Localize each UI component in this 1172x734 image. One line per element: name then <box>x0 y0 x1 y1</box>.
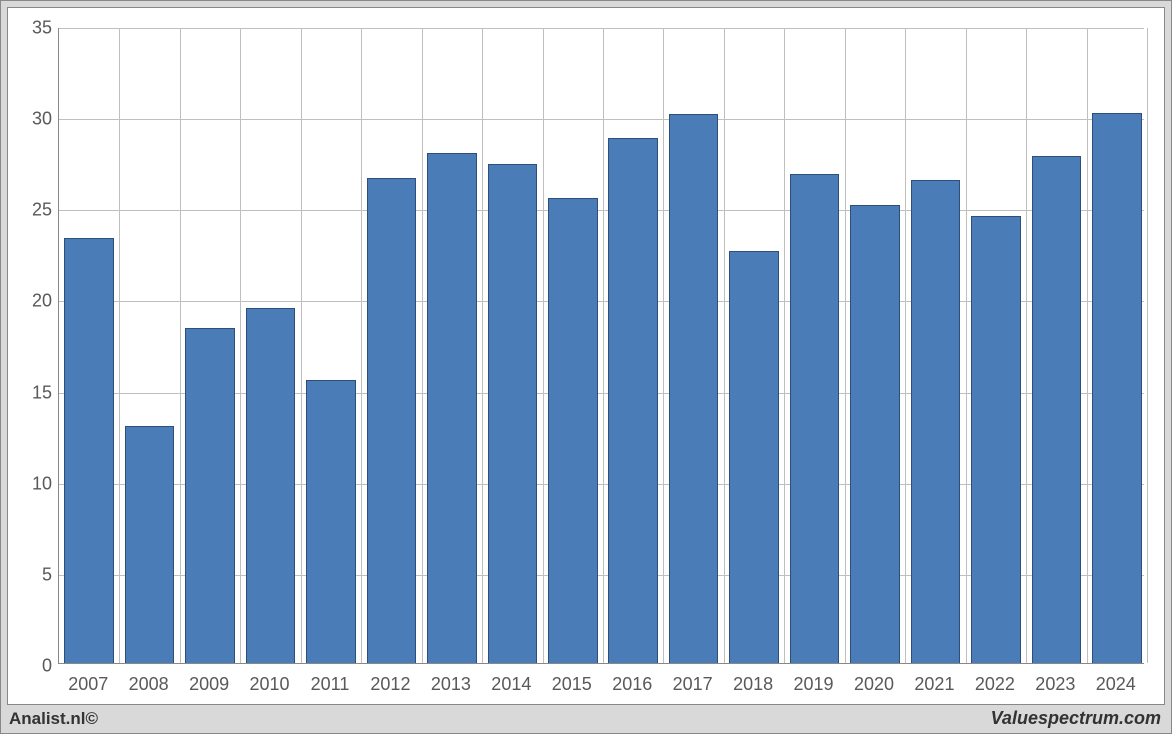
y-tick-label: 15 <box>12 382 52 403</box>
bar <box>608 138 658 663</box>
bar <box>427 153 477 663</box>
gridline-v <box>1147 28 1148 663</box>
bar <box>185 328 235 663</box>
x-tick-label: 2018 <box>733 674 773 695</box>
bar <box>850 205 900 663</box>
gridline-v <box>180 28 181 663</box>
y-tick-label: 5 <box>12 564 52 585</box>
x-tick-label: 2020 <box>854 674 894 695</box>
bar <box>367 178 417 663</box>
gridline-v <box>361 28 362 663</box>
bar <box>971 216 1021 663</box>
bar <box>306 380 356 663</box>
y-tick-label: 30 <box>12 109 52 130</box>
chart-frame: 0 5 10 15 20 25 30 35 2007 2008 2009 2010 2011 2012 2… <box>0 0 1172 734</box>
x-tick-label: 2012 <box>370 674 410 695</box>
gridline-v <box>724 28 725 663</box>
x-tick-label: 2014 <box>491 674 531 695</box>
gridline-h <box>59 28 1144 29</box>
y-tick-label: 20 <box>12 291 52 312</box>
bar <box>911 180 961 663</box>
x-tick-label: 2022 <box>975 674 1015 695</box>
x-tick-label: 2023 <box>1035 674 1075 695</box>
y-tick-label: 10 <box>12 473 52 494</box>
x-tick-label: 2019 <box>794 674 834 695</box>
y-tick-label: 0 <box>12 656 52 677</box>
footer-right-credit: Valuespectrum.com <box>991 708 1161 729</box>
footer-left-credit: Analist.nl© <box>9 709 98 729</box>
x-tick-label: 2009 <box>189 674 229 695</box>
x-tick-label: 2016 <box>612 674 652 695</box>
gridline-v <box>240 28 241 663</box>
x-tick-label: 2010 <box>250 674 290 695</box>
bar <box>548 198 598 663</box>
bar <box>64 238 114 663</box>
plot-area <box>58 28 1144 664</box>
x-tick-label: 2015 <box>552 674 592 695</box>
gridline-v <box>1026 28 1027 663</box>
x-tick-label: 2017 <box>673 674 713 695</box>
bar <box>1032 156 1082 663</box>
chart-background: 0 5 10 15 20 25 30 35 2007 2008 2009 2010 2011 2012 2… <box>7 7 1165 705</box>
x-tick-label: 2007 <box>68 674 108 695</box>
bar <box>1092 113 1142 664</box>
y-tick-label: 25 <box>12 200 52 221</box>
bar <box>729 251 779 663</box>
gridline-v <box>422 28 423 663</box>
gridline-h <box>59 119 1144 120</box>
x-tick-label: 2024 <box>1096 674 1136 695</box>
gridline-v <box>905 28 906 663</box>
gridline-v <box>663 28 664 663</box>
x-tick-label: 2013 <box>431 674 471 695</box>
gridline-v <box>966 28 967 663</box>
gridline-v <box>543 28 544 663</box>
bar <box>488 164 538 663</box>
gridline-h <box>59 210 1144 211</box>
bar <box>125 426 175 663</box>
x-tick-label: 2011 <box>311 674 350 695</box>
x-tick-label: 2021 <box>914 674 954 695</box>
bar <box>669 114 719 663</box>
gridline-v <box>119 28 120 663</box>
gridline-v <box>603 28 604 663</box>
bar <box>246 308 296 663</box>
x-tick-label: 2008 <box>129 674 169 695</box>
gridline-v <box>301 28 302 663</box>
bar <box>790 174 840 663</box>
gridline-v <box>845 28 846 663</box>
gridline-v <box>784 28 785 663</box>
gridline-v <box>482 28 483 663</box>
y-tick-label: 35 <box>12 18 52 39</box>
gridline-v <box>1087 28 1088 663</box>
